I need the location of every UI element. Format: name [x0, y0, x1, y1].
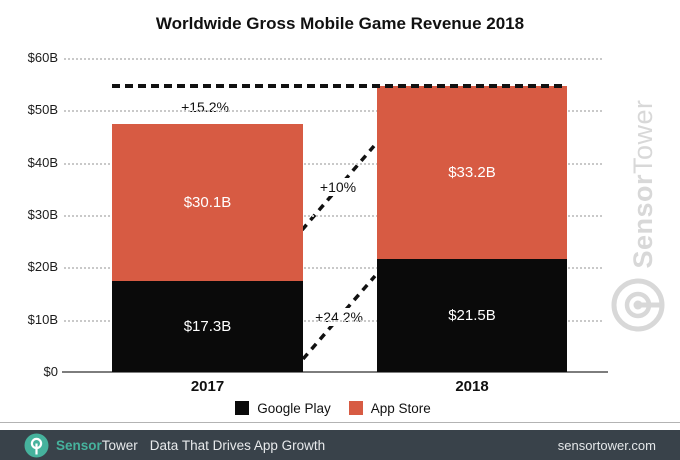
legend-swatch	[348, 401, 363, 415]
chart-title: Worldwide Gross Mobile Game Revenue 2018	[155, 14, 525, 33]
sensortower-watermark-logo-icon	[611, 278, 665, 332]
gridline-$40B	[64, 162, 602, 165]
legend-swatch	[235, 401, 250, 415]
x-axis-line	[62, 371, 608, 373]
legend-item-google-play: Google Play	[235, 401, 331, 416]
app-store-growth-label: +10%	[314, 178, 362, 196]
google-play-growth-label: +24.2%	[310, 308, 368, 326]
x-axis-label-2018: 2018	[455, 378, 489, 395]
legend-label: Google Play	[257, 400, 331, 416]
legend: Google Play App Store	[64, 399, 602, 417]
gridline-$10B	[64, 319, 602, 322]
y-axis-tick-label: $30B	[27, 207, 58, 222]
gridline-$20B	[64, 267, 602, 270]
legend-item-app-store: App Store	[348, 400, 431, 416]
bar-segment-2018-google-play: $21.5B	[377, 259, 567, 372]
sensortower-logo-icon	[24, 433, 49, 457]
bar-value-label: $21.5B	[448, 307, 496, 325]
y-axis-tick-label: $60B	[27, 50, 58, 65]
footer-brand-bold: Sensor	[56, 437, 102, 453]
bar-value-label: $33.2B	[448, 164, 496, 182]
gridline-$30B	[64, 215, 602, 217]
gridline-$50B	[64, 110, 602, 113]
bar-segment-2017-google-play: $17.3B	[112, 281, 303, 372]
footer-bar: SensorTower Data That Drives App Growth …	[0, 430, 680, 460]
footer-website: sensortower.com	[557, 437, 656, 453]
bar-segment-2018-app-store: $33.2B	[377, 85, 567, 260]
footer-tagline: Data That Drives App Growth	[149, 437, 326, 453]
watermark-brand-light: Tower	[628, 99, 658, 174]
total-revenue-reference-dashed-line	[112, 83, 567, 88]
y-axis-tick-label: $0	[43, 364, 58, 379]
bar-value-label: $17.3B	[183, 318, 232, 336]
bar-value-label: $30.1B	[183, 194, 232, 212]
y-axis-tick-label: $10B	[27, 311, 58, 327]
watermark-brand-text: SensorTower	[628, 98, 658, 270]
footer-divider	[0, 422, 680, 423]
y-axis-tick-label: $50B	[27, 102, 58, 118]
watermark-brand-bold: Sensor	[628, 174, 658, 269]
x-axis-label-2017: 2017	[190, 378, 225, 395]
legend-label: App Store	[370, 400, 431, 416]
y-axis-tick-label: $40B	[27, 154, 58, 170]
footer-brand: SensorTower	[56, 438, 138, 453]
gridline-$60B	[64, 58, 602, 60]
y-axis-tick-label: $20B	[27, 259, 58, 275]
footer-brand-light: Tower	[101, 437, 138, 453]
total-growth-label: +15.2%	[176, 98, 234, 116]
bar-segment-2017-app-store: $30.1B	[112, 123, 303, 282]
